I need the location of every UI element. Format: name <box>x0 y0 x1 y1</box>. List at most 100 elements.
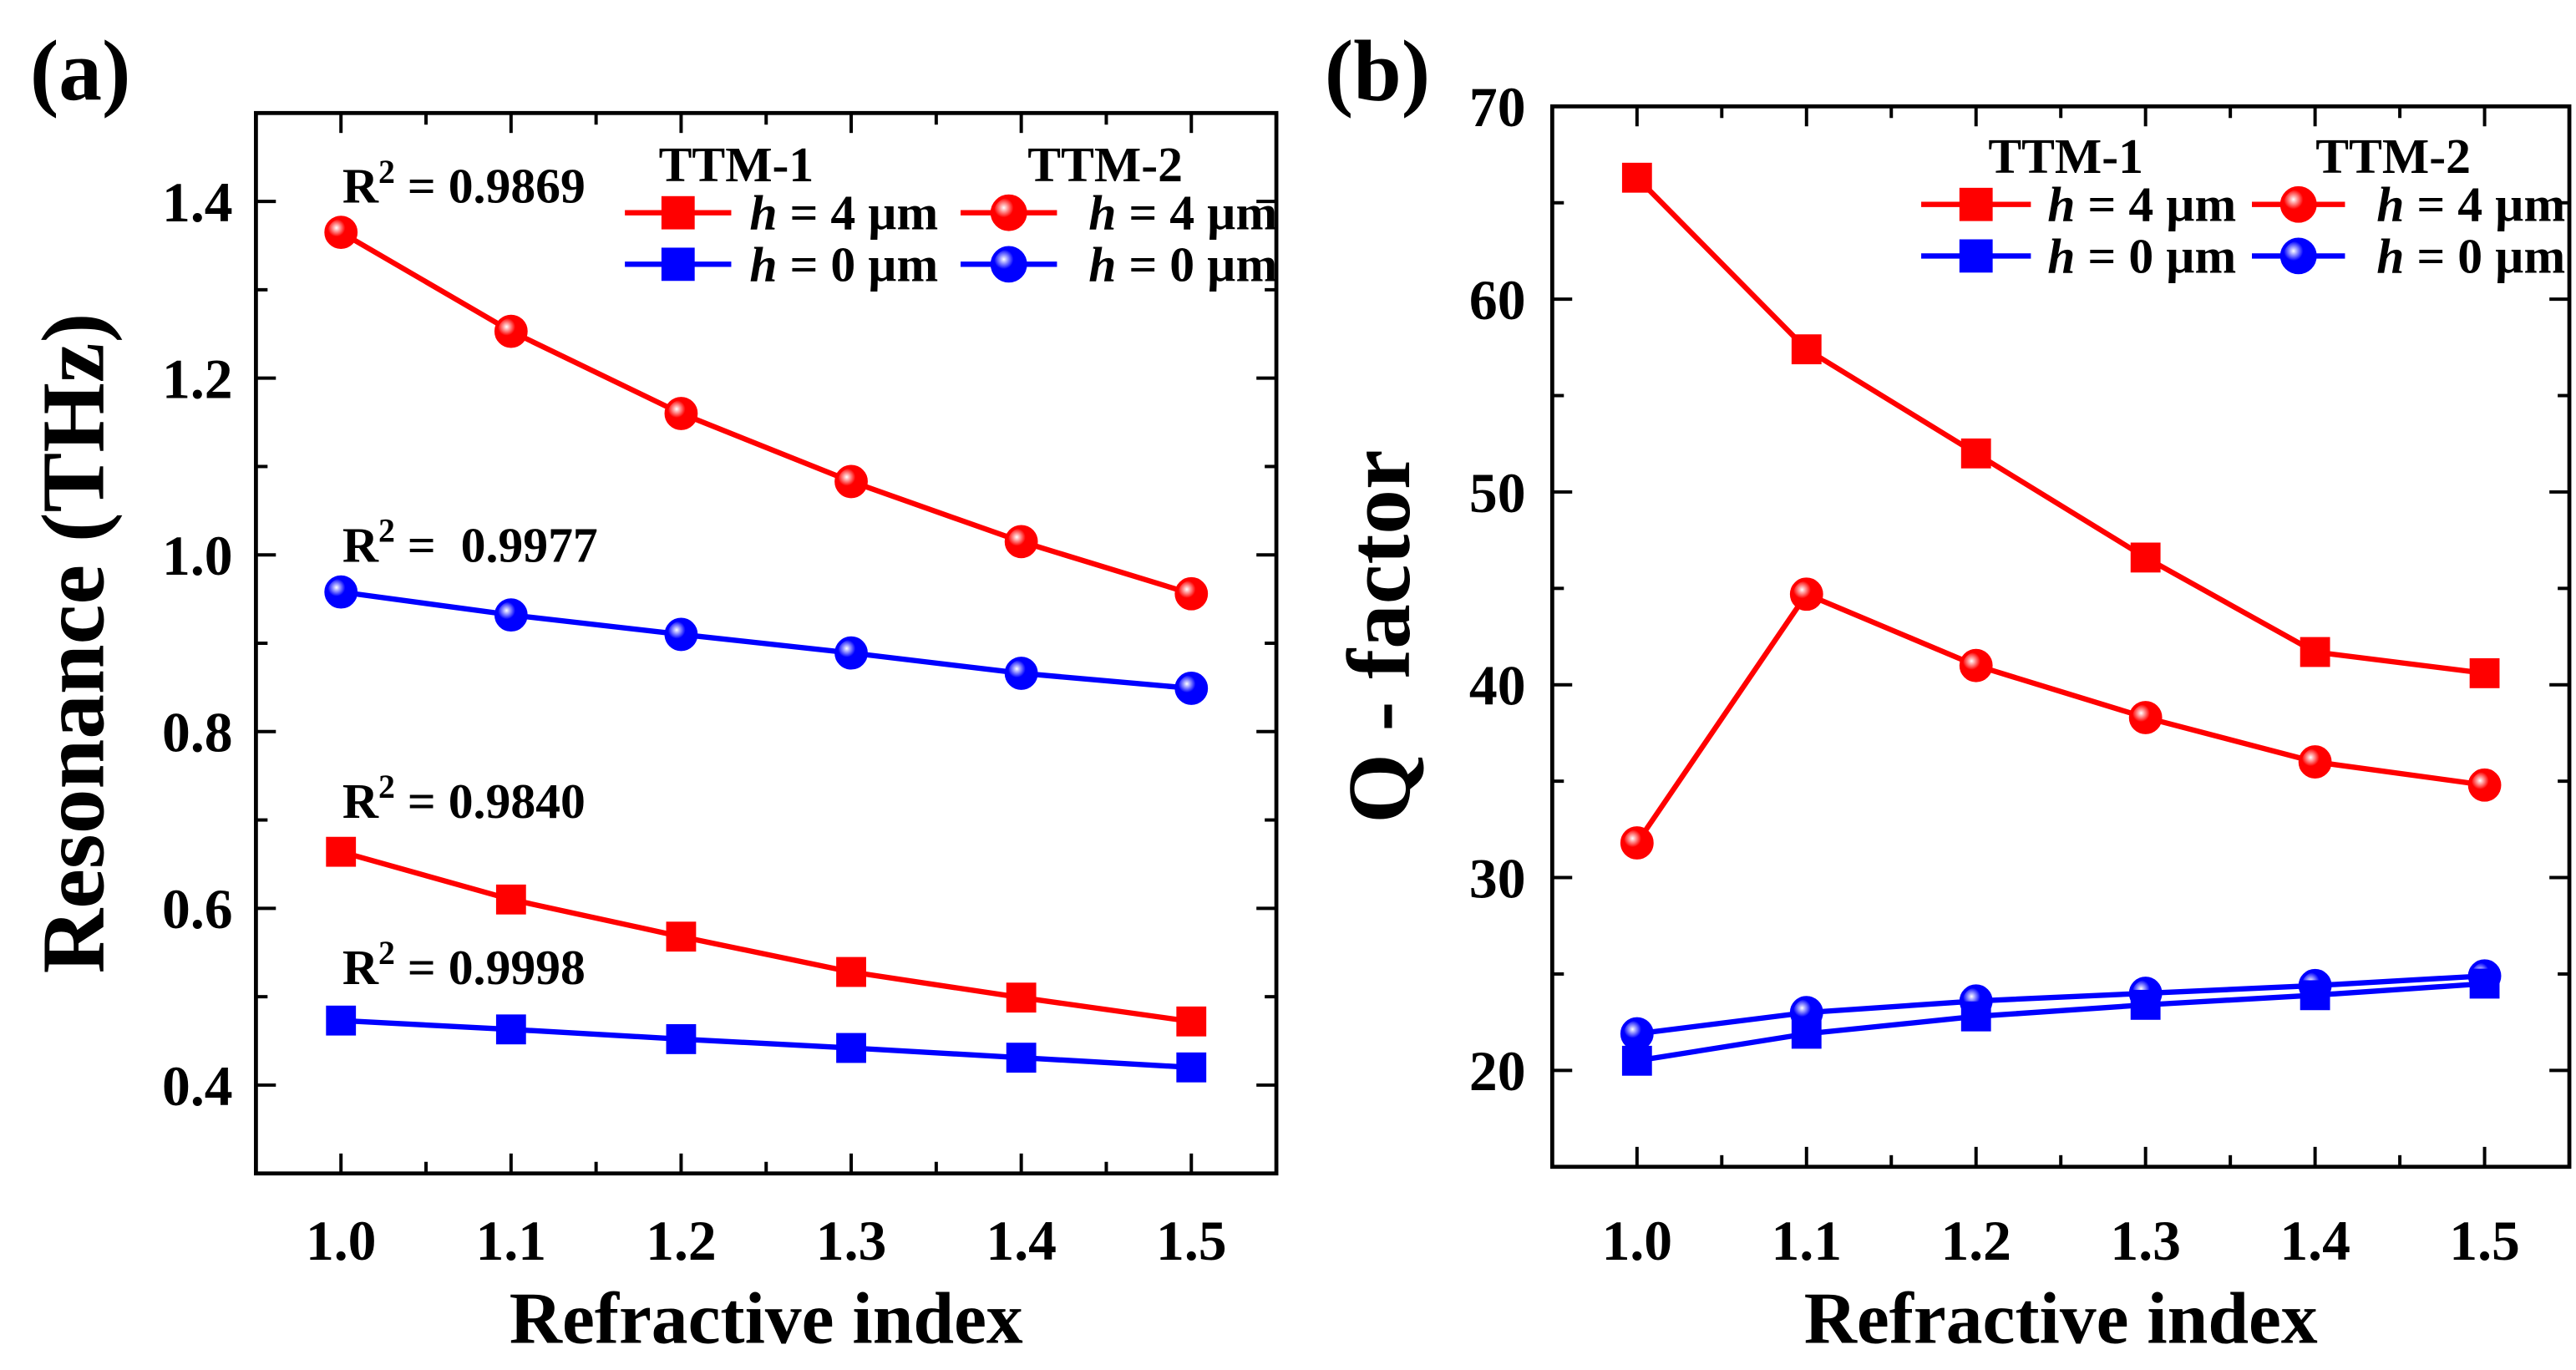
legend-label: h = 0 µm <box>2047 228 2236 283</box>
legend-label: h = 4 µm <box>2376 177 2565 232</box>
x-tick-label: 1.4 <box>986 1210 1057 1272</box>
data-point <box>1960 438 1991 469</box>
data-point <box>326 836 357 867</box>
r-squared-label: R2 = 0.9977 <box>342 513 598 573</box>
legend-group-title: TTM-1 <box>1988 129 2143 184</box>
y-tick-label: 1.4 <box>162 171 233 234</box>
x-axis: 1.0 1.1 1.2 1.3 1.4 1.5 <box>1550 106 2572 1272</box>
data-point <box>1791 334 1822 365</box>
x-tick-label: 1.1 <box>476 1210 547 1272</box>
legend-group-title: TTM-2 <box>1027 137 1183 192</box>
legend-item: h = 4 µm <box>625 185 938 241</box>
legend-marker <box>1959 187 1993 221</box>
data-point <box>1621 162 1652 193</box>
data-point <box>1620 1017 1654 1051</box>
data-point <box>1176 1006 1207 1037</box>
y-axis: 20 30 40 50 60 70 <box>1469 76 2570 1169</box>
y-tick-label: 1.0 <box>162 525 233 587</box>
data-point <box>1791 1018 1822 1049</box>
data-point <box>494 314 528 348</box>
series-line <box>340 589 1192 692</box>
legend-label: h = 4 µm <box>2047 177 2236 232</box>
legend-item: h = 0 µm <box>961 236 1277 292</box>
data-point <box>1789 577 1823 611</box>
legend-marker <box>990 246 1027 283</box>
legend-item: h = 0 µm <box>625 236 938 292</box>
data-point <box>2130 542 2161 573</box>
data-point <box>2128 701 2163 734</box>
data-point <box>2469 968 2500 999</box>
y-tick-label: 70 <box>1469 76 1526 139</box>
legend-item: h = 4 µm <box>1921 177 2236 232</box>
panel-a-resonance-chart: (a)1.0 1.1 1.2 1.3 1.4 1.50.40.60.81.01.21.4R… <box>23 23 1279 1359</box>
data-point <box>324 575 358 609</box>
series-2 <box>1620 577 2502 860</box>
data-point <box>834 636 868 670</box>
x-tick-label: 1.0 <box>1602 1210 1673 1272</box>
data-point <box>1004 657 1038 690</box>
data-point <box>664 397 698 430</box>
data-point <box>494 598 528 632</box>
data-point <box>1176 1052 1207 1083</box>
y-tick-label: 30 <box>1469 847 1526 910</box>
legend-marker <box>661 247 695 282</box>
panel-label: (a) <box>30 23 131 119</box>
series-4 <box>1621 968 2500 1076</box>
x-axis-title: Refractive index <box>510 1278 1023 1359</box>
r-squared-label: R2 = 0.9840 <box>342 769 586 829</box>
x-tick-label: 1.1 <box>1772 1210 1843 1272</box>
x-tick-label: 1.3 <box>2110 1210 2181 1272</box>
data-point <box>1004 525 1038 559</box>
data-point <box>666 1024 697 1054</box>
x-tick-label: 1.2 <box>1940 1210 2011 1272</box>
x-tick-label: 1.3 <box>816 1210 887 1272</box>
legend-item: h = 4 µm <box>961 185 1277 241</box>
data-point <box>1959 648 1993 682</box>
data-point <box>326 1005 357 1036</box>
data-point <box>1174 672 1209 705</box>
data-point <box>1621 1045 1652 1076</box>
legend-label: h = 4 µm <box>1088 185 1277 241</box>
legend-label: h = 0 µm <box>749 236 938 292</box>
series-3 <box>326 836 1207 1037</box>
y-axis-title: Resonance (THz) <box>23 313 123 974</box>
x-tick-label: 1.0 <box>306 1210 377 1272</box>
series-line <box>1635 591 2485 845</box>
data-point <box>1174 576 1209 611</box>
legend: TTM-1 TTM-2h = 4 µmh = 0 µmh = 4 µmh = 0 … <box>625 137 1277 292</box>
series-line <box>1636 981 2485 1063</box>
r-squared-label: R2 = 0.9869 <box>342 154 586 214</box>
x-tick-label: 1.2 <box>646 1210 717 1272</box>
legend-item: h = 0 µm <box>2252 228 2565 283</box>
panel-b-q-factor-chart: (b) 1.0 1.1 1.2 1.3 1.4 1.5 20 30 40 50 60 70 Refract… <box>1325 23 2572 1359</box>
data-point <box>2300 637 2330 667</box>
x-axis: 1.0 1.1 1.2 1.3 1.4 1.5 <box>254 113 1279 1272</box>
data-point <box>1006 1043 1037 1073</box>
data-point <box>836 956 866 987</box>
legend-marker <box>2279 237 2317 275</box>
series-line <box>1635 175 2485 677</box>
y-tick-label: 0.6 <box>162 878 233 941</box>
legend-item: h = 4 µm <box>2252 177 2565 232</box>
data-point <box>2469 657 2500 688</box>
y-tick-label: 1.2 <box>162 348 233 411</box>
data-point <box>666 921 697 952</box>
legend-label: h = 0 µm <box>1088 236 1277 292</box>
r-squared-label: R2 = 0.9998 <box>342 935 586 995</box>
y-tick-label: 50 <box>1469 462 1526 525</box>
legend-marker <box>990 194 1027 231</box>
y-axis-title: Q - factor <box>1330 449 1429 823</box>
legend-marker <box>661 195 695 230</box>
legend-marker <box>1959 239 1993 273</box>
data-point <box>495 884 526 915</box>
data-point <box>2467 768 2502 802</box>
data-point <box>1620 826 1654 860</box>
legend-marker <box>2279 185 2317 223</box>
data-point <box>495 1014 526 1045</box>
series-3 <box>1620 959 2502 1051</box>
series-line <box>339 230 1193 596</box>
y-tick-label: 0.4 <box>162 1055 233 1118</box>
data-point <box>834 464 868 499</box>
data-point <box>1006 982 1037 1013</box>
